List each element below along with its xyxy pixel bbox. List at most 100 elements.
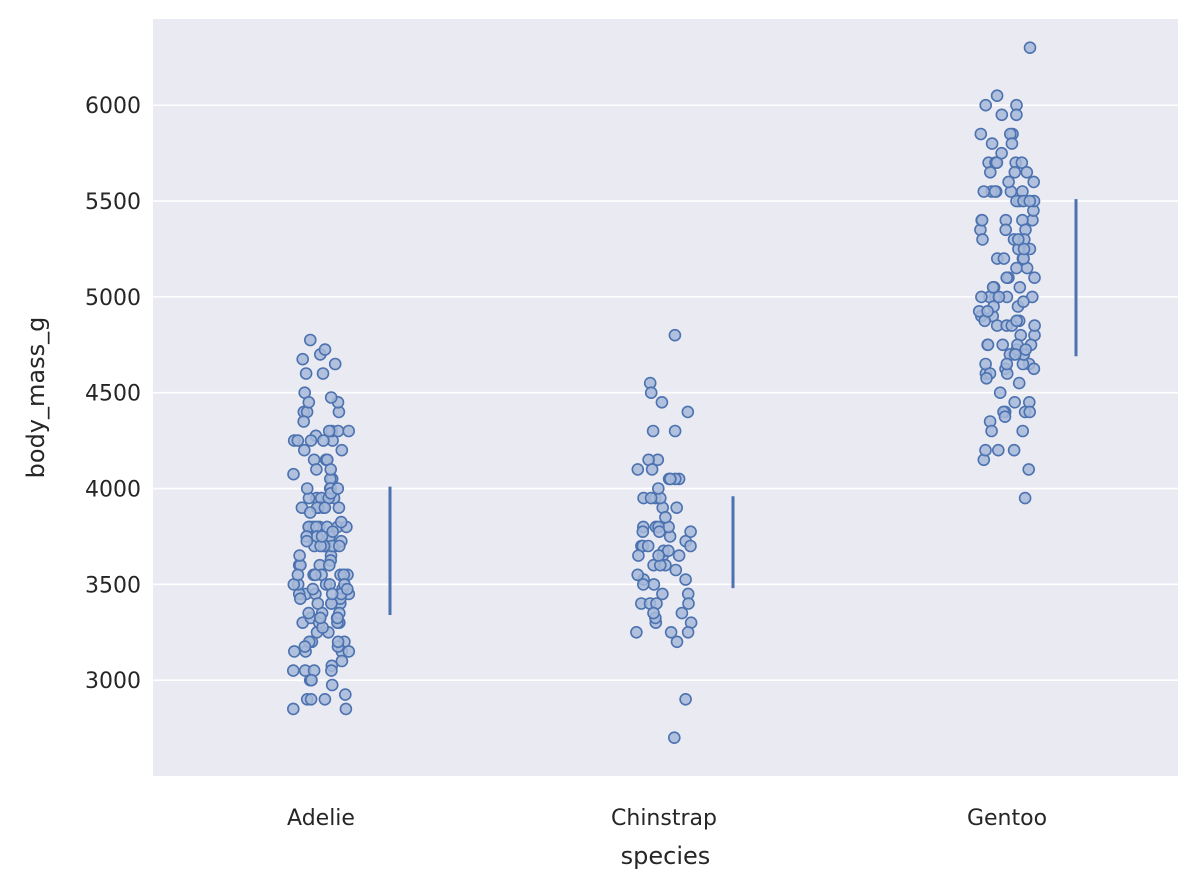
data-point — [641, 539, 655, 553]
data-point — [996, 338, 1010, 352]
data-point — [291, 434, 305, 447]
data-point — [684, 525, 697, 539]
data-point — [339, 702, 353, 716]
data-point — [325, 664, 338, 677]
data-point — [291, 568, 305, 582]
data-point — [326, 525, 340, 539]
data-point — [636, 525, 650, 539]
y-axis-label: body_mass_g — [22, 317, 50, 479]
data-point — [1000, 357, 1014, 371]
data-point — [980, 371, 993, 385]
data-point — [332, 501, 346, 515]
data-point — [293, 549, 306, 562]
data-point — [647, 578, 661, 591]
data-point — [983, 166, 997, 179]
data-point — [340, 582, 354, 596]
data-point — [1028, 271, 1041, 285]
data-point — [651, 482, 665, 495]
x-tick-label: Adelie — [287, 806, 355, 831]
data-point — [296, 352, 310, 366]
data-point — [1008, 166, 1022, 179]
data-point — [636, 578, 650, 591]
data-point — [316, 367, 330, 380]
data-point — [318, 692, 332, 706]
data-point — [632, 549, 645, 562]
data-point — [981, 338, 995, 352]
data-point — [286, 664, 300, 677]
data-point — [293, 592, 307, 606]
x-axis-label: species — [621, 842, 711, 870]
data-point — [667, 731, 681, 745]
data-point — [652, 549, 665, 562]
data-point — [644, 386, 658, 400]
data-point — [1017, 242, 1031, 256]
data-point — [679, 692, 692, 706]
data-point — [670, 635, 684, 649]
data-point — [318, 343, 332, 356]
y-tick-label: 5500 — [85, 190, 141, 215]
data-point — [324, 463, 338, 476]
data-point — [332, 539, 346, 553]
data-point — [1016, 424, 1030, 438]
y-tick-label: 3500 — [85, 573, 141, 598]
data-point — [325, 678, 339, 692]
data-point — [682, 597, 695, 610]
data-point — [630, 625, 643, 639]
data-point — [1023, 194, 1037, 208]
data-point — [1017, 295, 1030, 309]
data-point — [1022, 463, 1035, 476]
data-point — [664, 625, 678, 639]
data-point — [986, 280, 1000, 294]
data-point — [1015, 156, 1029, 169]
data-point — [1008, 348, 1022, 361]
data-point — [652, 525, 666, 539]
data-point — [1023, 41, 1037, 55]
y-tick-label: 3000 — [85, 669, 141, 694]
data-point — [979, 443, 992, 457]
data-point — [322, 558, 336, 572]
data-point — [331, 635, 345, 649]
data-point — [331, 611, 344, 625]
y-tick-label: 6000 — [85, 94, 141, 119]
data-point — [331, 482, 345, 495]
data-point — [325, 587, 339, 601]
data-point — [287, 467, 300, 481]
data-point — [647, 606, 660, 620]
data-point — [338, 688, 352, 701]
error-bars — [388, 199, 1078, 616]
x-tick-labels: Adelie Chinstrap Gentoo — [287, 806, 1047, 831]
data-point — [644, 491, 658, 505]
data-point — [318, 501, 332, 515]
data-point — [974, 127, 988, 141]
data-point — [995, 108, 1009, 122]
y-tick-label: 4500 — [85, 382, 141, 407]
data-point — [1007, 443, 1021, 457]
data-point — [298, 640, 312, 653]
data-point — [302, 606, 316, 620]
data-point — [664, 472, 677, 486]
data-point — [1023, 405, 1036, 419]
data-point — [1027, 362, 1041, 376]
data-point — [1018, 491, 1032, 505]
data-point — [297, 415, 311, 428]
data-points — [286, 41, 1041, 745]
data-point — [334, 515, 348, 529]
data-point — [1012, 376, 1026, 390]
data-point — [669, 563, 683, 577]
data-point — [668, 328, 682, 342]
data-point — [1010, 314, 1023, 328]
data-point — [670, 501, 684, 515]
data-point — [997, 252, 1011, 265]
data-point — [311, 597, 325, 610]
data-point — [981, 304, 994, 318]
data-point — [1013, 280, 1027, 294]
data-point — [302, 395, 316, 409]
data-point — [1008, 395, 1022, 409]
data-point — [631, 463, 645, 476]
data-point — [672, 549, 686, 562]
data-point — [985, 424, 998, 438]
data-point — [324, 391, 338, 404]
data-point — [988, 185, 1002, 198]
data-point — [1028, 319, 1041, 332]
